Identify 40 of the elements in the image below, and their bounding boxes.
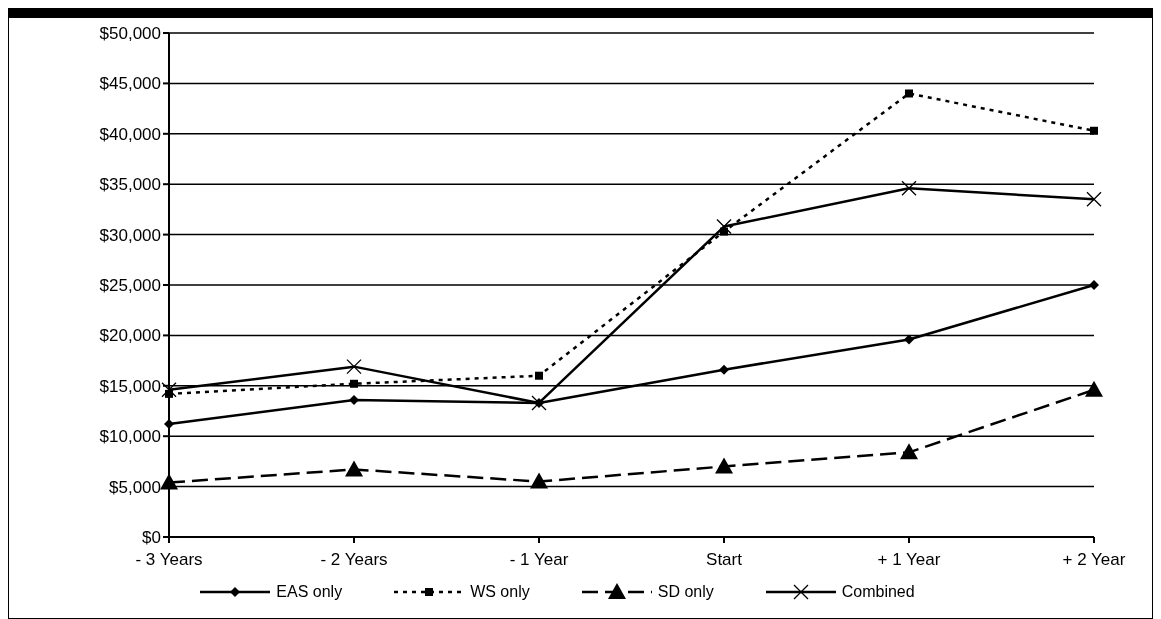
y-tick-label: $10,000 — [99, 427, 161, 447]
x-tick-label: - 2 Years — [320, 550, 388, 570]
point — [530, 472, 548, 489]
point — [715, 457, 733, 474]
point — [1085, 380, 1103, 397]
point — [719, 364, 729, 375]
x-tick-label: - 1 Year — [509, 550, 569, 570]
x-tick-label: + 2 Year — [1062, 550, 1126, 570]
point — [1089, 280, 1099, 290]
y-tick-label: $15,000 — [99, 376, 161, 396]
y-tick-label: $30,000 — [99, 225, 161, 245]
legend-label: SD only — [657, 583, 714, 601]
x-tick-label: Start — [706, 550, 743, 570]
y-tick-label: $35,000 — [99, 175, 161, 195]
point — [1086, 191, 1102, 207]
point — [900, 443, 918, 460]
point — [161, 382, 177, 398]
point — [350, 379, 358, 388]
point — [349, 394, 359, 405]
legend-label: Combined — [841, 583, 915, 601]
point — [535, 371, 543, 380]
point — [345, 460, 363, 477]
point — [904, 334, 914, 345]
y-tick-label: $50,000 — [99, 24, 161, 44]
point — [1090, 126, 1098, 135]
point — [160, 473, 178, 490]
y-tick-label: $40,000 — [99, 124, 161, 144]
point — [346, 359, 362, 375]
point — [901, 180, 917, 196]
y-tick-label: $20,000 — [99, 326, 161, 346]
point — [716, 218, 732, 235]
legend-label: EAS only — [276, 583, 343, 601]
y-tick-label: $0 — [142, 528, 161, 548]
y-tick-label: $45,000 — [99, 74, 161, 94]
legend-label: WS only — [470, 583, 530, 601]
y-tick-label: $5,000 — [109, 477, 161, 497]
point — [905, 89, 913, 98]
x-tick-label: - 3 Years — [135, 550, 203, 570]
x-tick-label: + 1 Year — [877, 550, 941, 570]
y-tick-label: $25,000 — [99, 276, 161, 296]
